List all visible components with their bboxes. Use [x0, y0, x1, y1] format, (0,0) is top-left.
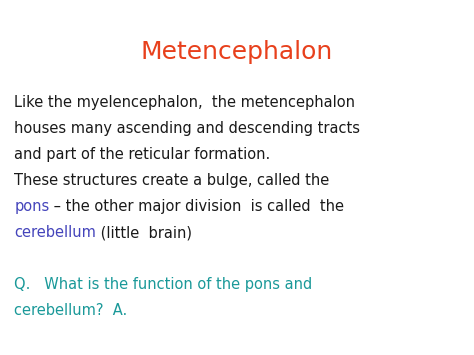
- Text: (little  brain): (little brain): [96, 225, 192, 240]
- Text: cerebellum: cerebellum: [14, 225, 96, 240]
- Text: Q.   What is the function of the pons and: Q. What is the function of the pons and: [14, 277, 312, 292]
- Text: cerebellum?  A.: cerebellum? A.: [14, 303, 128, 318]
- Text: pons: pons: [14, 199, 49, 214]
- Text: and part of the reticular formation.: and part of the reticular formation.: [14, 147, 271, 162]
- Text: houses many ascending and descending tracts: houses many ascending and descending tra…: [14, 121, 360, 136]
- Text: These structures create a bulge, called the: These structures create a bulge, called …: [14, 173, 329, 188]
- Text: – the other major division  is called  the: – the other major division is called the: [49, 199, 345, 214]
- Text: Like the myelencephalon,  the metencephalon: Like the myelencephalon, the metencephal…: [14, 95, 355, 110]
- Text: Metencephalon: Metencephalon: [141, 40, 333, 64]
